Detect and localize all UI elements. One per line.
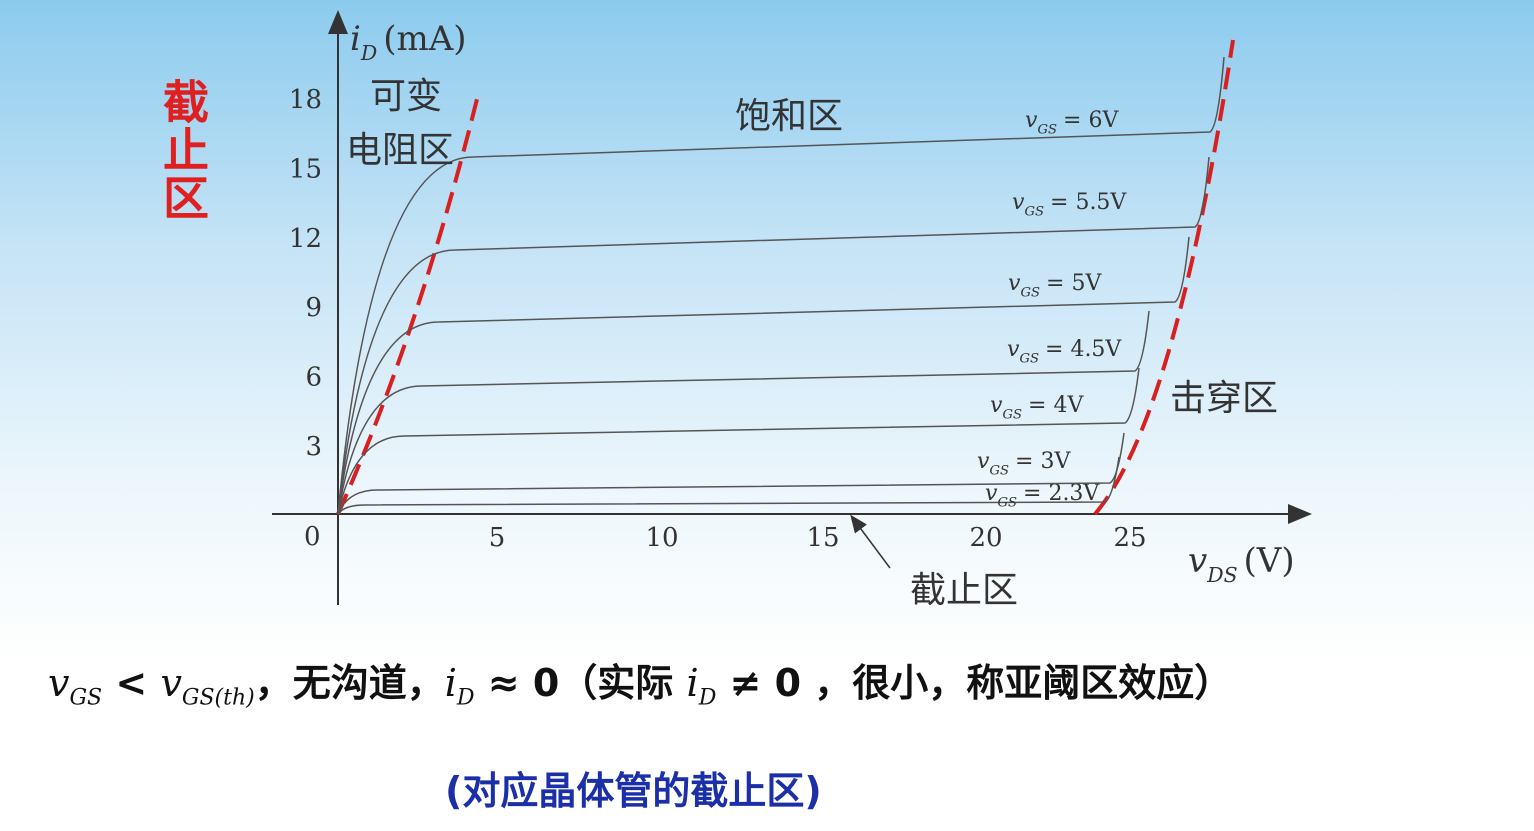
characteristic-curve <box>337 156 1210 515</box>
x-tick-label: 15 <box>806 523 839 553</box>
curve-label: vGS = 6V <box>1025 108 1119 138</box>
unit: = 3V <box>1015 449 1071 474</box>
curve-label: vGS = 5.5V <box>1012 190 1127 220</box>
unit: = 5V <box>1046 271 1102 296</box>
region-label: 可变 <box>370 76 442 117</box>
unit: (mA) <box>383 19 466 59</box>
subscript: GS <box>997 496 1017 511</box>
ohmic-boundary <box>336 94 480 515</box>
variable: v <box>1008 271 1021 296</box>
curve-label: vGS = 5V <box>1008 271 1102 301</box>
subscript: GS <box>69 685 103 711</box>
x-tick-label: 25 <box>1113 523 1146 553</box>
cutoff-arrow <box>850 514 891 569</box>
subscript: D <box>456 685 475 711</box>
curve-label: vGS = 4.5V <box>1007 337 1122 367</box>
text-segment: vGS(th) <box>160 661 254 711</box>
subscript: GS <box>1002 408 1022 423</box>
text-segment: ≈ 0（实际 <box>475 661 687 705</box>
segment-text: ，无沟道， <box>254 661 445 705</box>
y-axis-label: iD (mA) <box>350 19 467 65</box>
subscript: GS <box>1019 352 1039 367</box>
segment-text: i <box>444 661 457 705</box>
note: (对应晶体管的截止区) <box>445 769 822 813</box>
region-label: 饱和区 <box>735 96 843 137</box>
characteristic-curve <box>337 456 1120 515</box>
y-tick-label: 3 <box>305 432 322 462</box>
x-tick-label: 20 <box>969 523 1002 553</box>
subscript: GS <box>1024 205 1044 220</box>
text-segment: < <box>102 661 160 705</box>
characteristic-curve <box>337 236 1190 515</box>
text-segment: vGS <box>48 661 102 711</box>
side-label: 截止区 <box>156 78 210 222</box>
y-tick-label: 18 <box>289 85 322 115</box>
text-segment: ≠ 0 ，很小，称亚阈区效应） <box>716 661 1233 705</box>
segment-text: i <box>686 661 699 705</box>
variable: v <box>985 481 998 506</box>
segment-text: v <box>160 661 182 705</box>
text-segment: ，无沟道， <box>255 661 445 705</box>
x-tick-label: 5 <box>489 523 506 553</box>
subscript: GS <box>989 464 1009 479</box>
x-tick-label: 10 <box>645 523 678 553</box>
y-tick-label: 12 <box>289 224 322 254</box>
subscript: GS(th) <box>181 685 255 711</box>
subscript: D <box>698 685 717 711</box>
region-label: 截止区 <box>910 570 1018 611</box>
curve-label: vGS = 2.3V <box>985 481 1100 511</box>
variable: i <box>350 19 361 59</box>
characteristic-curve <box>337 56 1225 515</box>
curve-label: vGS = 3V <box>977 449 1071 479</box>
y-tick-label: 15 <box>289 154 322 184</box>
x-axis-label: vDS (V) <box>1188 541 1295 587</box>
unit: = 2.3V <box>1023 481 1100 506</box>
segment-text: < <box>102 661 161 705</box>
subscript: GS <box>1020 286 1040 301</box>
segment-text: ≠ 0 ，很小，称亚阈区效应） <box>716 661 1233 705</box>
characteristic-curve <box>337 310 1150 515</box>
region-label: 击穿区 <box>1170 378 1278 419</box>
unit: = 4V <box>1028 393 1084 418</box>
y-tick-label: 6 <box>305 363 322 393</box>
segment-text: v <box>48 661 70 705</box>
region-label: 电阻区 <box>346 130 454 171</box>
characteristic-curve <box>337 432 1125 515</box>
unit: = 6V <box>1063 108 1119 133</box>
variable: v <box>1012 190 1025 215</box>
origin-label: 0 <box>304 522 321 552</box>
unit: = 5.5V <box>1050 190 1127 215</box>
unit: = 4.5V <box>1045 337 1122 362</box>
segment-text: ≈ 0（实际 <box>474 661 687 705</box>
variable: v <box>1188 541 1207 581</box>
text-segment: iD <box>686 661 717 711</box>
curve-label: vGS = 4V <box>990 393 1084 423</box>
condition-line: vGS < vGS(th)，无沟道，iD ≈ 0（实际 iD ≠ 0 ，很小，称… <box>48 652 1232 711</box>
subscript: GS <box>1037 123 1057 138</box>
breakdown-boundary <box>1093 39 1235 516</box>
variable: v <box>990 393 1003 418</box>
unit: (V) <box>1244 541 1295 581</box>
subscript: DS <box>1206 563 1237 587</box>
y-tick-label: 9 <box>305 293 322 323</box>
subscript: D <box>360 41 377 65</box>
variable: v <box>1025 108 1038 133</box>
variable: v <box>977 449 990 474</box>
variable: v <box>1007 337 1020 362</box>
text-segment: iD <box>444 661 475 711</box>
characteristic-curve <box>337 367 1140 515</box>
